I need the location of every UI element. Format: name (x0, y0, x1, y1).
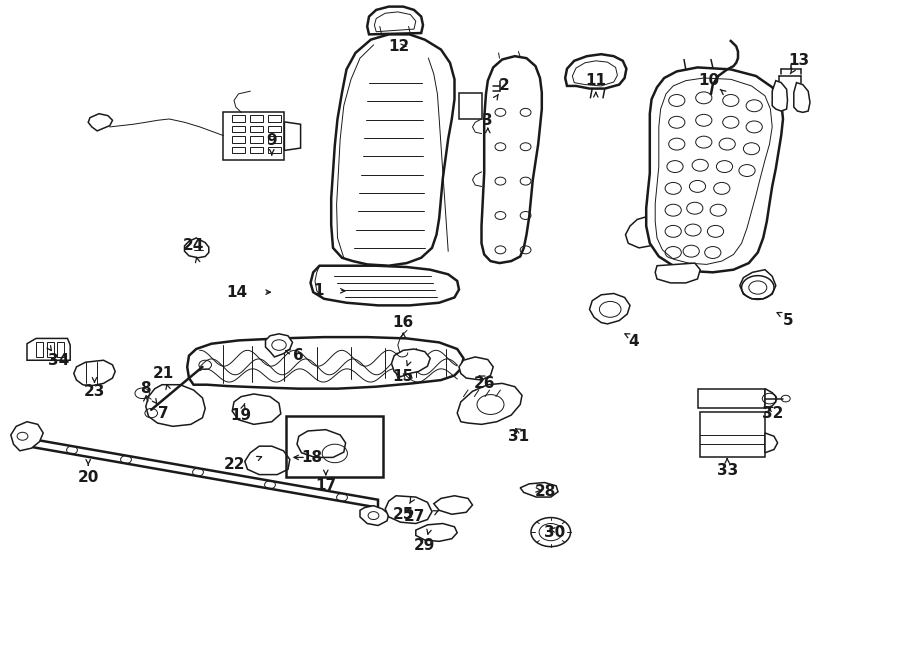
Bar (268, 136, 281, 143)
Text: 30: 30 (544, 525, 565, 539)
Text: 25: 25 (392, 507, 414, 522)
Text: 4: 4 (628, 334, 639, 348)
Text: 9: 9 (266, 133, 277, 147)
Text: 12: 12 (389, 39, 410, 54)
Polygon shape (187, 337, 464, 389)
Text: 26: 26 (473, 376, 495, 391)
Polygon shape (655, 263, 700, 283)
Text: 7: 7 (158, 406, 169, 420)
Polygon shape (740, 270, 776, 299)
Bar (47, 342, 54, 357)
Text: 14: 14 (227, 285, 248, 299)
Polygon shape (434, 496, 473, 514)
Polygon shape (266, 334, 292, 357)
Polygon shape (310, 266, 459, 305)
Polygon shape (367, 7, 423, 34)
Polygon shape (374, 12, 416, 32)
Polygon shape (331, 34, 454, 266)
Bar (232, 126, 245, 132)
Bar (268, 126, 281, 132)
Text: 27: 27 (403, 510, 425, 524)
Polygon shape (482, 56, 542, 263)
Text: 2: 2 (499, 79, 509, 93)
Polygon shape (416, 524, 457, 541)
Bar (698, 389, 765, 408)
Polygon shape (27, 438, 378, 508)
Bar (232, 115, 245, 122)
Bar (268, 115, 281, 122)
Polygon shape (360, 506, 389, 525)
Bar (250, 147, 263, 153)
Bar (700, 412, 765, 457)
Polygon shape (74, 360, 115, 386)
Text: 8: 8 (140, 381, 151, 396)
Bar (250, 126, 263, 132)
Polygon shape (590, 293, 630, 324)
Text: 19: 19 (230, 408, 252, 422)
Polygon shape (284, 122, 301, 151)
Text: 29: 29 (414, 538, 436, 553)
Text: 21: 21 (153, 366, 175, 381)
Polygon shape (765, 433, 778, 453)
Polygon shape (392, 349, 430, 377)
Bar (286, 416, 383, 477)
Text: 1: 1 (313, 284, 324, 298)
Text: 16: 16 (392, 315, 414, 330)
Text: 23: 23 (84, 384, 105, 399)
Bar (57, 342, 64, 357)
Polygon shape (646, 67, 783, 272)
Polygon shape (772, 81, 788, 111)
Bar (250, 115, 263, 122)
Text: 15: 15 (392, 369, 414, 384)
Polygon shape (297, 430, 346, 457)
Text: 18: 18 (302, 450, 322, 465)
Polygon shape (565, 54, 626, 89)
Polygon shape (385, 496, 432, 524)
Polygon shape (184, 238, 209, 258)
Text: 22: 22 (223, 457, 245, 471)
Text: 20: 20 (77, 470, 99, 485)
Polygon shape (765, 389, 776, 408)
Text: 10: 10 (698, 73, 720, 88)
Polygon shape (459, 357, 493, 380)
Polygon shape (794, 83, 810, 112)
Polygon shape (457, 383, 522, 424)
Polygon shape (11, 422, 43, 451)
Polygon shape (655, 78, 772, 264)
Text: 31: 31 (508, 429, 529, 444)
Polygon shape (88, 114, 112, 131)
Text: 6: 6 (293, 348, 304, 363)
Bar (232, 136, 245, 143)
Text: 28: 28 (535, 485, 556, 499)
Text: 17: 17 (315, 479, 337, 493)
Bar (232, 147, 245, 153)
Text: 24: 24 (183, 239, 204, 253)
Polygon shape (27, 338, 70, 360)
Polygon shape (459, 93, 482, 119)
Polygon shape (520, 483, 558, 497)
Text: 11: 11 (585, 73, 607, 88)
Text: 32: 32 (761, 407, 783, 421)
Polygon shape (232, 394, 281, 424)
Polygon shape (245, 446, 290, 475)
Polygon shape (146, 385, 205, 426)
Bar (36, 342, 43, 357)
Bar (223, 112, 284, 160)
Text: 33: 33 (716, 463, 738, 478)
Polygon shape (572, 61, 617, 86)
Text: 34: 34 (48, 353, 69, 368)
Text: 3: 3 (482, 113, 493, 128)
Bar (250, 136, 263, 143)
Text: 5: 5 (783, 313, 794, 328)
Text: 13: 13 (788, 54, 810, 68)
Bar (268, 147, 281, 153)
